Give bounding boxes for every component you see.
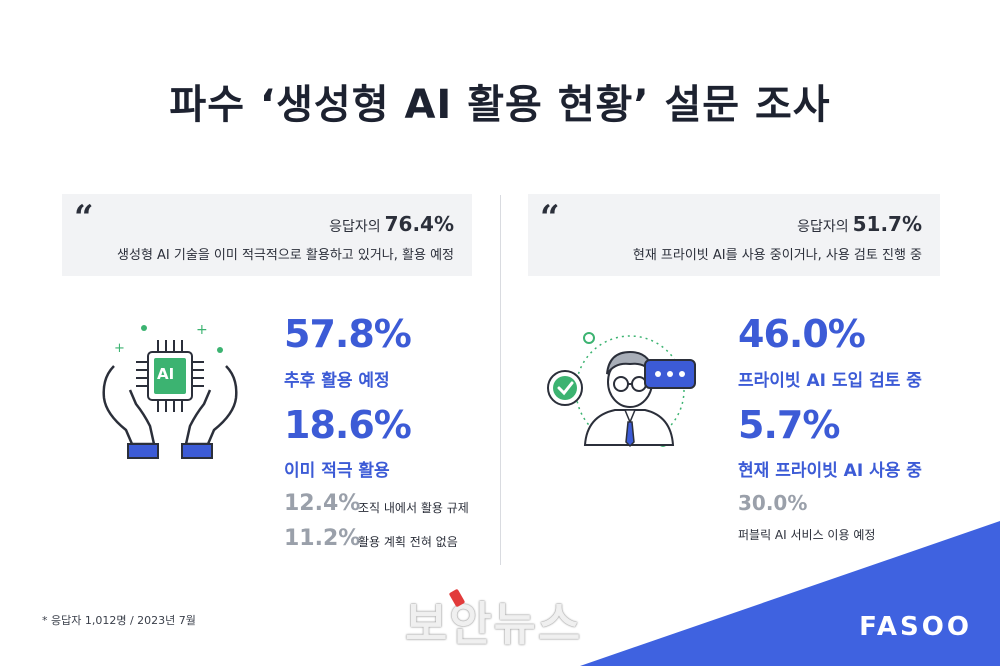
left-quote-pct: 76.4% [384, 212, 454, 236]
right-quote-pct: 51.7% [852, 212, 922, 236]
left-quote-headline: 응답자의 76.4% [329, 212, 454, 236]
right-stat-value: 46.0% [738, 312, 866, 356]
right-stat-value: 5.7% [738, 403, 840, 447]
left-quote-prefix: 응답자의 [329, 219, 381, 235]
left-quote-desc: 생성형 AI 기술을 이미 적극적으로 활용하고 있거나, 활용 예정 [117, 248, 454, 263]
svg-text:+: + [114, 341, 125, 356]
left-stat-small-value: 12.4% [284, 491, 361, 516]
right-quote-box: “ 응답자의 51.7% 현재 프라이빗 AI를 사용 중이거나, 사용 검토 진… [528, 194, 940, 276]
left-quote-box: “ 응답자의 76.4% 생성형 AI 기술을 이미 적극적으로 활용하고 있거나… [62, 194, 472, 276]
left-stat-small-label: 조직 내에서 활용 규제 [358, 501, 469, 515]
quote-mark-icon: “ [74, 198, 94, 238]
right-quote-headline: 응답자의 51.7% [797, 212, 922, 236]
left-stat-value: 57.8% [284, 312, 412, 356]
quote-mark-icon: “ [540, 198, 560, 238]
panel-divider [500, 195, 501, 565]
brand-logo: FASOO [859, 612, 972, 642]
left-stat-label: 추후 활용 예정 [284, 371, 390, 391]
right-stat-small-value: 30.0% [738, 491, 808, 515]
svg-text:+: + [196, 322, 208, 338]
watermark: 보안뉴스 [405, 597, 583, 651]
right-quote-desc: 현재 프라이빗 AI를 사용 중이거나, 사용 검토 진행 중 [632, 248, 922, 263]
footnote: * 응답자 1,012명 / 2023년 7월 [42, 614, 196, 627]
person-chat-icon [547, 332, 696, 448]
ai-hands-icon: + + [102, 322, 238, 459]
left-stat-label: 이미 적극 활용 [284, 461, 390, 481]
ai-chip-label: AI [157, 365, 175, 383]
right-quote-prefix: 응답자의 [797, 219, 849, 235]
right-stat-label: 프라이빗 AI 도입 검토 중 [738, 371, 922, 391]
left-stat-value: 18.6% [284, 403, 412, 447]
page-title: 파수 ‘생성형 AI 활용 현황’ 설문 조사 [169, 82, 831, 128]
left-stat-small-value: 11.2% [284, 526, 361, 551]
left-stat-small-label: 활용 계획 전혀 없음 [358, 535, 458, 549]
right-stat-small-label: 퍼블릭 AI 서비스 이용 예정 [738, 528, 876, 542]
right-stat-label: 현재 프라이빗 AI 사용 중 [738, 461, 922, 481]
